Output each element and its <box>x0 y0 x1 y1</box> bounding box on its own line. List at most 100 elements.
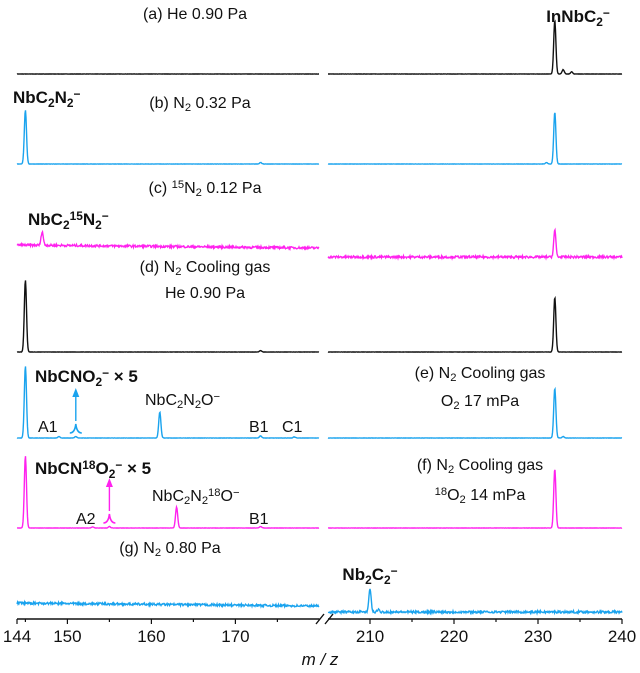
x-tick-label: 150 <box>53 627 81 646</box>
spectrum-panel-e: (e) N2​ Cooling gas O2​ 17 mPa <box>16 365 623 439</box>
label-part: B1 <box>249 511 269 528</box>
spectrum-trace-f-seg1 <box>17 456 320 529</box>
label-part: NbC <box>145 392 177 409</box>
label-part: − <box>115 458 122 472</box>
label-part: B1 <box>249 419 269 436</box>
spectrum-trace-d-seg2 <box>327 295 623 353</box>
panel-title-f: 18​O2​ 14 mPa <box>435 486 526 506</box>
label-part: − <box>233 487 240 499</box>
label-part: 17 mPa <box>460 393 520 410</box>
label-part: N <box>184 180 196 197</box>
peak-annotation: NbC2​N2​O−​ <box>145 391 220 411</box>
label-part: × 5 <box>109 367 138 386</box>
magnified-peak-inset <box>69 423 82 434</box>
label-part: 2 <box>453 400 459 412</box>
label-part: NbCN <box>35 459 82 478</box>
peak-annotation: InNbC2​−​ <box>546 6 610 29</box>
label-part: 2 <box>202 495 208 507</box>
label-part: InNbC <box>546 7 596 26</box>
x-tick-label: 240 <box>608 627 636 646</box>
label-part: 0.32 Pa <box>191 95 251 112</box>
x-tick-label: 210 <box>356 627 384 646</box>
spectrum-trace-c-seg1 <box>16 229 320 252</box>
label-part: (c) <box>149 180 172 197</box>
panel-title-a: (a) He 0.90 Pa <box>143 6 247 23</box>
x-axis: 144 150 160 170 210 220 230 240 m / z <box>3 613 636 669</box>
label-part: 2 <box>95 218 102 232</box>
label-part: O <box>441 393 453 410</box>
label-part: N <box>183 392 195 409</box>
spectrum-panel-b: (b) N2​ 0.32 Pa <box>16 95 623 165</box>
peak-annotation: A1 <box>38 419 58 436</box>
axis-break-mark <box>315 613 334 625</box>
label-part: 2 <box>155 547 161 559</box>
label-part: Cooling gas <box>454 457 543 474</box>
panel-title-f: (f) N2​ Cooling gas <box>417 457 543 476</box>
label-part: (b) N <box>149 95 185 112</box>
label-part: O <box>95 459 108 478</box>
spectrum-trace-e-seg2 <box>327 386 623 439</box>
label-part: (f) N <box>417 457 448 474</box>
label-part: 2 <box>196 187 202 199</box>
peak-annotation: NbC2​15​N2​−​ <box>28 209 109 232</box>
label-part: O <box>221 488 233 505</box>
spectrum-trace-g-seg1 <box>16 599 320 610</box>
label-part: (g) N <box>119 540 155 557</box>
label-part: NbCNO <box>35 367 95 386</box>
spectrum-panel-g: (g) N2​ 0.80 Pa <box>16 540 623 616</box>
spectrum-trace-g-seg2 <box>327 588 623 616</box>
label-part: (a) He 0.90 Pa <box>143 6 247 23</box>
x-tick-label: 230 <box>524 627 552 646</box>
x-axis-label: m / z <box>302 650 339 669</box>
magnified-peak-inset <box>103 513 116 524</box>
label-part: C1 <box>282 419 303 436</box>
label-part: 18 <box>82 458 96 472</box>
panel-title-c: (c) 15​N2​ 0.12 Pa <box>149 179 262 199</box>
peak-annotation: C1 <box>282 419 303 436</box>
label-part: NbC <box>28 210 63 229</box>
label-part: 2 <box>63 218 70 232</box>
label-part: 14 mPa <box>466 487 526 504</box>
spectrum-panel-a: (a) He 0.90 Pa <box>16 6 623 75</box>
label-part: O <box>447 487 459 504</box>
peak-annotation: NbCNO2​−​ × 5 <box>35 366 138 389</box>
label-part: 2 <box>384 573 391 587</box>
label-part: − <box>214 391 221 403</box>
x-tick-label: 160 <box>137 627 165 646</box>
label-part: NbC <box>152 488 184 505</box>
spectrum-trace-e-seg1 <box>16 366 320 439</box>
label-part: A2 <box>76 511 96 528</box>
panel-title-g: (g) N2​ 0.80 Pa <box>119 540 221 559</box>
label-part: 15 <box>172 179 184 191</box>
label-part: − <box>102 209 109 223</box>
peak-annotation: Nb2​C2​−​ <box>342 564 397 587</box>
label-part: − <box>102 366 109 380</box>
panel-title-b: (b) N2​ 0.32 Pa <box>149 95 251 114</box>
label-part: 2 <box>460 494 466 506</box>
label-part: 2 <box>185 102 191 114</box>
peak-annotation: B1 <box>249 511 269 528</box>
label-part: 2 <box>48 96 55 110</box>
peak-annotation: NbCN18​O2​−​ × 5 <box>35 458 151 481</box>
panel-title-d: (d) N2​ Cooling gas <box>140 259 271 278</box>
panel-title-e: O2​ 17 mPa <box>441 393 519 412</box>
label-part: A1 <box>38 419 58 436</box>
label-part: Nb <box>342 565 365 584</box>
spectrum-trace-b-seg2 <box>327 112 623 165</box>
label-part: 15 <box>70 209 84 223</box>
panel-title-d: He 0.90 Pa <box>165 285 245 302</box>
peak-annotation: NbC2​N2​−​ <box>13 87 80 110</box>
spectrum-trace-d-seg1 <box>16 280 320 353</box>
spectrum-trace-a-seg2 <box>328 19 623 75</box>
label-part: 2 <box>596 15 603 29</box>
x-tick-label: 144 <box>3 627 31 646</box>
label-part: 2 <box>448 464 454 476</box>
label-part: 2 <box>177 399 183 411</box>
spectrum-panel-f: (f) N2​ Cooling gas 18​O2​ 14 mPa <box>17 456 623 529</box>
label-part: 2 <box>109 467 116 481</box>
label-part: − <box>73 87 80 101</box>
label-part: − <box>603 6 610 20</box>
label-part: 2 <box>67 96 74 110</box>
